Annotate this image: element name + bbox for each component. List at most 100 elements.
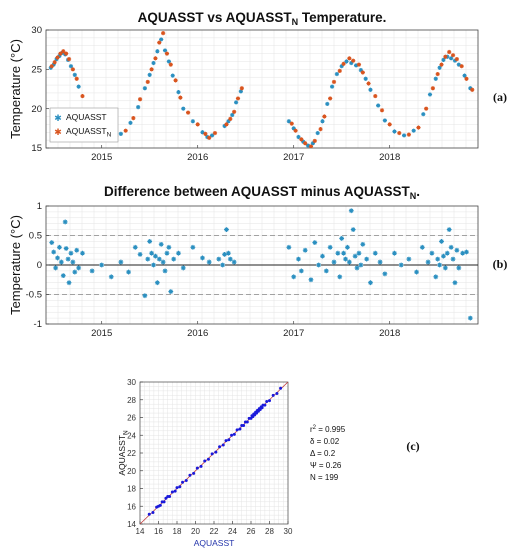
data-point-mark <box>51 62 56 67</box>
data-point-mark <box>437 262 442 268</box>
data-point-mark <box>291 274 297 280</box>
data-point <box>200 255 205 261</box>
data-point-mark <box>153 253 158 259</box>
data-point <box>446 227 452 232</box>
data-point-mark <box>222 123 227 129</box>
data-point-mark <box>459 64 464 69</box>
data-point <box>329 84 335 89</box>
data-point-mark <box>162 48 168 53</box>
data-point <box>401 133 407 138</box>
data-point <box>318 127 323 132</box>
data-point <box>392 129 397 134</box>
data-point <box>358 68 363 73</box>
data-point-mark <box>354 265 360 271</box>
panel-c-points <box>147 386 283 516</box>
data-point <box>322 114 327 119</box>
data-point-mark <box>149 250 154 256</box>
data-point <box>171 256 177 262</box>
data-point-mark <box>435 71 440 77</box>
data-point <box>159 37 164 42</box>
data-point <box>68 250 74 256</box>
data-point-mark <box>414 269 419 275</box>
data-point <box>74 76 79 81</box>
data-point-mark <box>118 131 123 136</box>
data-point <box>128 120 133 125</box>
data-point-mark <box>142 293 148 299</box>
data-point <box>435 256 441 262</box>
data-point-mark <box>99 262 105 268</box>
data-point-mark <box>373 93 378 99</box>
data-point-mark <box>347 56 352 61</box>
data-point <box>151 262 156 268</box>
data-point-mark <box>232 109 237 114</box>
data-point <box>218 445 222 449</box>
data-point-mark <box>379 108 385 113</box>
data-point <box>231 259 237 265</box>
panel-b-title: Difference between AQUASST minus AQUASST… <box>104 184 420 201</box>
data-point <box>162 500 166 504</box>
data-point-mark <box>364 256 370 262</box>
y-tick-label: 26 <box>127 414 136 423</box>
data-point-mark <box>356 62 362 67</box>
panel-b-points <box>49 208 473 321</box>
data-point <box>147 72 152 77</box>
data-point <box>195 466 199 470</box>
data-point <box>185 110 191 115</box>
data-point <box>351 58 356 63</box>
data-point-mark <box>149 67 154 72</box>
data-point <box>89 268 95 274</box>
data-point <box>258 408 262 412</box>
data-point-mark <box>460 250 466 256</box>
data-point <box>464 76 469 81</box>
data-point-mark <box>345 244 350 250</box>
data-point <box>349 60 354 66</box>
data-point <box>354 265 360 271</box>
data-point-mark <box>168 62 173 67</box>
x-tick-label: 16 <box>154 527 163 536</box>
data-point <box>227 256 233 262</box>
data-point-mark <box>344 59 349 64</box>
data-point-mark <box>66 280 72 286</box>
data-point-mark <box>291 126 296 131</box>
data-point <box>347 56 352 61</box>
data-point <box>153 253 158 259</box>
data-point-mark <box>132 244 138 250</box>
data-point-mark <box>315 130 320 136</box>
data-point-mark <box>157 40 162 45</box>
y-tick-label: 22 <box>127 449 136 458</box>
data-point <box>382 271 388 277</box>
data-point <box>406 132 411 137</box>
data-point <box>429 250 435 256</box>
y-tick-label: 14 <box>127 520 136 529</box>
data-point <box>341 250 346 256</box>
data-point-mark <box>228 116 233 121</box>
data-point <box>302 247 308 253</box>
data-point-mark <box>433 76 438 81</box>
data-point <box>352 253 358 259</box>
data-point-mark <box>76 265 82 271</box>
data-point <box>398 262 404 268</box>
data-point-mark <box>358 68 363 73</box>
data-point-mark <box>376 103 381 108</box>
x-tick-label: 2018 <box>379 328 400 339</box>
data-point-mark <box>137 251 143 257</box>
data-point <box>63 246 69 251</box>
data-point <box>245 420 249 424</box>
data-point-mark <box>185 110 191 115</box>
data-point <box>214 450 218 454</box>
panel-a: AQUASST vs AQUASSTN Temperature. 2015 201… <box>8 10 507 163</box>
data-point <box>181 106 186 111</box>
data-point-mark <box>430 86 435 91</box>
y-tick-label: 25 <box>31 65 42 76</box>
x-tick-label: 24 <box>228 527 237 536</box>
data-point-mark <box>353 63 359 68</box>
data-point <box>437 262 442 268</box>
data-point-mark <box>158 241 164 247</box>
data-point <box>157 40 162 45</box>
data-point-mark <box>238 89 243 94</box>
y-tick-label: -1 <box>34 319 42 330</box>
data-point <box>439 62 444 67</box>
data-point-mark <box>289 121 294 126</box>
data-point-mark <box>126 269 131 275</box>
data-point-mark <box>164 51 170 56</box>
